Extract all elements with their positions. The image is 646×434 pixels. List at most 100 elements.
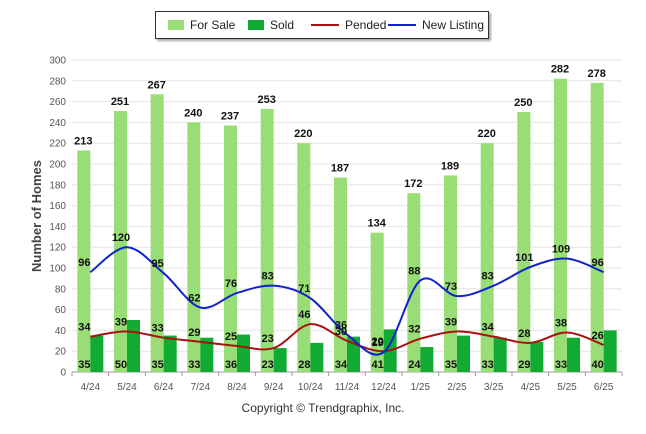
pended-value-label: 30 <box>335 326 347 338</box>
y-tick-label: 260 <box>49 97 66 108</box>
sold-value-label: 29 <box>518 359 530 371</box>
sold-value-label: 33 <box>555 359 567 371</box>
x-tick-label: 5/25 <box>557 382 577 393</box>
for-sale-value-label: 134 <box>367 218 386 230</box>
copyright-footer: Copyright © Trendgraphix, Inc. <box>241 401 405 415</box>
pended-value-label: 29 <box>188 327 200 339</box>
new-listing-value-label: 83 <box>262 271 274 283</box>
sold-bar <box>90 335 104 372</box>
new-listing-value-label: 101 <box>515 252 533 264</box>
pended-value-label: 39 <box>115 316 127 328</box>
new-listing-value-label: 62 <box>188 293 200 305</box>
for-sale-bar <box>554 78 567 372</box>
y-tick-label: 200 <box>49 160 66 171</box>
for-sale-bar <box>334 177 347 372</box>
sold-value-label: 35 <box>445 359 457 371</box>
y-tick-label: 20 <box>55 347 67 358</box>
pended-value-label: 28 <box>518 328 530 340</box>
new-listing-value-label: 73 <box>445 281 457 293</box>
new-listing-value-label: 71 <box>298 283 310 295</box>
legend-item-pended[interactable]: Pended <box>311 12 386 38</box>
sold-value-label: 33 <box>188 359 200 371</box>
pended-swatch <box>311 24 339 26</box>
new-listing-value-label: 83 <box>482 271 494 283</box>
for-sale-bar <box>517 112 531 372</box>
bars <box>77 78 617 373</box>
new-listing-swatch <box>388 24 416 26</box>
x-tick-label: 10/24 <box>298 382 323 393</box>
for-sale-bar <box>150 94 164 372</box>
sold-bar <box>200 337 214 372</box>
y-tick-label: 120 <box>49 243 66 254</box>
new-listing-value-label: 109 <box>552 244 570 256</box>
for-sale-bar <box>370 232 384 372</box>
for-sale-bar <box>297 143 311 372</box>
pended-value-label: 20 <box>372 336 384 348</box>
pended-line <box>90 323 605 353</box>
new-listing-value-label: 76 <box>225 278 237 290</box>
for-sale-bar <box>77 150 91 372</box>
sold-bar <box>163 335 177 372</box>
legend-item-sold[interactable]: Sold <box>248 12 294 38</box>
sold-bar <box>603 330 617 372</box>
y-tick-label: 180 <box>49 180 66 191</box>
sold-value-label: 50 <box>115 359 127 371</box>
sold-bar <box>457 335 470 372</box>
sold-bar <box>237 334 250 372</box>
y-tick-label: 0 <box>60 368 66 379</box>
for-sale-value-label: 240 <box>184 107 202 119</box>
for-sale-bar <box>114 110 127 373</box>
y-tick-label: 140 <box>49 222 66 233</box>
y-tick-label: 80 <box>55 284 67 295</box>
sold-value-label: 34 <box>335 359 348 371</box>
y-axis-title: Number of Homes <box>29 160 44 272</box>
for-sale-value-label: 213 <box>74 135 92 147</box>
pended-value-label: 33 <box>152 323 164 335</box>
for-sale-bar <box>590 82 604 372</box>
for-sale-value-label: 187 <box>331 163 349 175</box>
for-sale-bar <box>407 193 421 372</box>
for-sale-value-label: 278 <box>587 68 605 80</box>
sold-bar <box>567 337 580 372</box>
for-sale-value-label: 220 <box>477 128 495 140</box>
sold-bar <box>273 348 287 372</box>
sold-value-label: 23 <box>262 359 274 371</box>
y-tick-label: 280 <box>49 76 66 87</box>
x-tick-label: 7/24 <box>191 382 211 393</box>
sold-value-label: 40 <box>592 359 604 371</box>
sold-value-label: 28 <box>298 359 310 371</box>
pended-value-label: 39 <box>445 316 457 328</box>
new-listing-value-label: 19 <box>372 337 384 349</box>
x-tick-label: 12/24 <box>371 382 396 393</box>
sold-bar <box>530 341 544 372</box>
x-tick-label: 1/25 <box>411 382 431 393</box>
legend-label-for-sale: For Sale <box>190 18 236 32</box>
y-tick-label: 160 <box>49 201 66 212</box>
x-tick-label: 9/24 <box>264 382 284 393</box>
for-sale-value-label: 189 <box>441 160 459 172</box>
for-sale-value-label: 172 <box>404 178 422 190</box>
for-sale-value-label: 220 <box>294 128 312 140</box>
legend-item-new-listing[interactable]: New Listing <box>388 12 484 38</box>
pended-value-label: 26 <box>592 330 604 342</box>
y-tick-label: 100 <box>49 264 66 275</box>
new-listing-value-label: 95 <box>152 258 164 270</box>
sold-value-label: 33 <box>482 359 494 371</box>
x-tick-label: 2/25 <box>447 382 467 393</box>
pended-value-label: 34 <box>78 322 91 334</box>
sold-swatch <box>248 20 264 30</box>
new-listing-value-label: 36 <box>335 320 347 332</box>
for-sale-bar <box>187 122 201 373</box>
legend-item-for-sale[interactable]: For Sale <box>168 12 235 38</box>
y-tick-label: 300 <box>49 56 66 67</box>
pended-value-label: 38 <box>555 317 567 329</box>
axes: 0 20 40 60 80 100 120 140 160 180 200 220 240 260 280 3… <box>49 56 623 393</box>
lines <box>89 246 605 356</box>
x-tick-label: 4/24 <box>81 382 101 393</box>
for-sale-bar <box>480 143 494 372</box>
new-listing-value-label: 96 <box>78 257 90 269</box>
y-tick-label: 220 <box>49 139 66 150</box>
pended-value-label: 25 <box>225 331 237 343</box>
pended-value-label: 34 <box>482 322 495 334</box>
